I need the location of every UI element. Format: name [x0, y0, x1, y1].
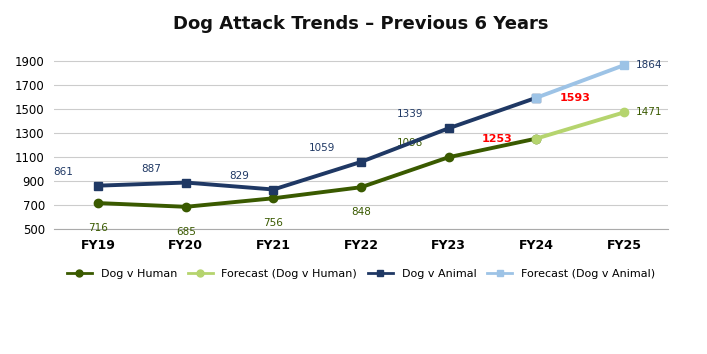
Legend: Dog v Human, Forecast (Dog v Human), Dog v Animal, Forecast (Dog v Animal): Dog v Human, Forecast (Dog v Human), Dog… — [63, 264, 660, 283]
Text: 861: 861 — [54, 167, 74, 177]
Text: 1339: 1339 — [397, 109, 423, 119]
Text: 1253: 1253 — [482, 133, 513, 144]
Title: Dog Attack Trends – Previous 6 Years: Dog Attack Trends – Previous 6 Years — [173, 15, 549, 33]
Text: 685: 685 — [176, 227, 196, 237]
Text: 1098: 1098 — [397, 138, 423, 148]
Text: 1593: 1593 — [560, 93, 590, 103]
Text: 848: 848 — [351, 207, 371, 217]
Text: 756: 756 — [264, 218, 284, 228]
Text: 1471: 1471 — [636, 107, 662, 118]
Text: 829: 829 — [229, 171, 249, 181]
Text: 1059: 1059 — [309, 143, 335, 153]
Text: 887: 887 — [141, 164, 161, 174]
Text: 716: 716 — [88, 223, 108, 233]
Text: 1864: 1864 — [636, 60, 662, 70]
